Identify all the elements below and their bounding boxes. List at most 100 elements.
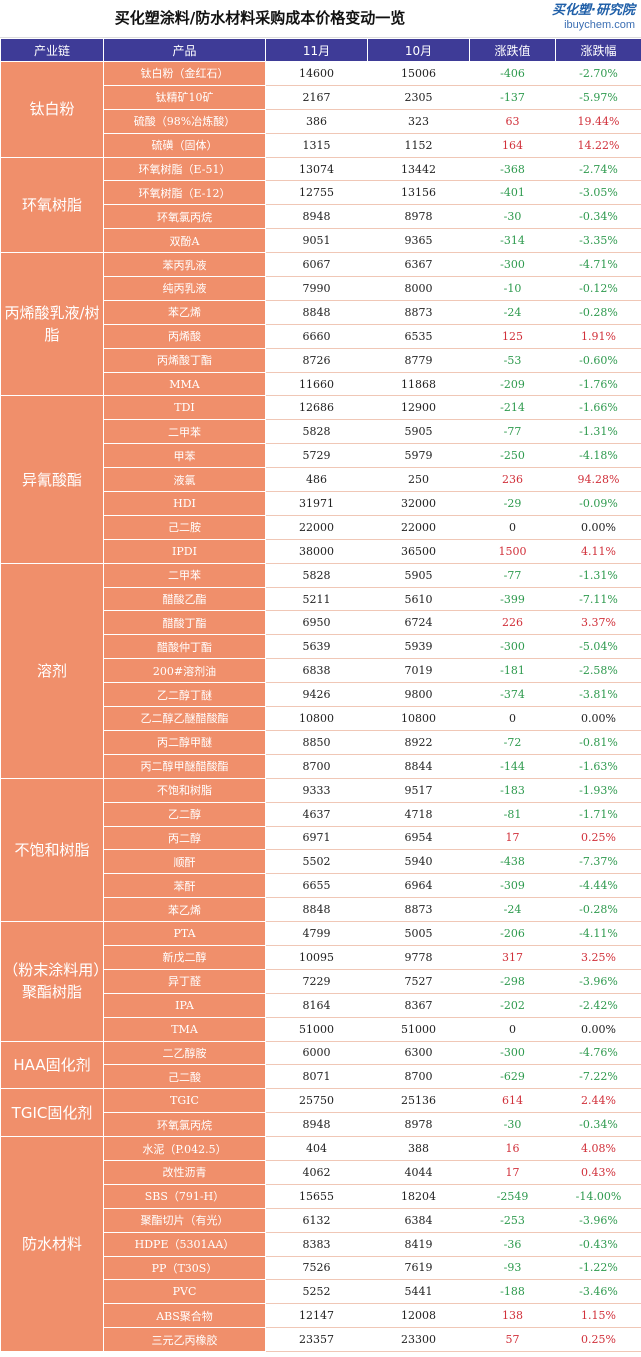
oct-price-cell: 9365 [367,228,470,254]
nov-price-cell: 6950 [265,610,368,636]
product-cell: 乙二醇丁醚 [103,682,266,708]
change-pct-cell: 0.00% [555,1016,641,1042]
change-value-cell: 614 [469,1088,556,1114]
nov-price-cell: 386 [265,108,368,134]
change-value-cell: -399 [469,586,556,612]
oct-price-cell: 7019 [367,658,470,684]
product-cell: 丙二醇甲醚醋酸酯 [103,753,266,779]
change-pct-cell: -3.35% [555,228,641,254]
table-row: 硫磺（固体） 1315 1152 164 14.22% [1,132,641,158]
oct-price-cell: 5441 [367,1279,470,1305]
table-row: 二甲苯 5828 5905 -77 -1.31% [1,419,641,445]
logo-sub-text: ibuychem.com [564,19,635,31]
oct-price-cell: 323 [367,108,470,134]
oct-price-cell: 12900 [367,395,470,421]
header-nov: 11月 [265,38,368,62]
product-cell: 环氧树脂（E-51） [103,156,266,182]
category-cell: 不饱和树脂 [0,777,104,923]
change-value-cell: -183 [469,777,556,803]
category-cell: 丙烯酸乳液/树脂 [0,252,104,397]
table-row: 丙二醇甲醚 8850 8922 -72 -0.81% [1,729,641,755]
nov-price-cell: 7990 [265,276,368,301]
change-value-cell: -300 [469,252,556,278]
table-row: 三元乙丙橡胶 23357 23300 57 0.25% [1,1327,641,1353]
change-value-cell: 138 [469,1303,556,1329]
table-row: 新戊二醇 10095 9778 317 3.25% [1,944,641,970]
change-pct-cell: -14.00% [555,1183,641,1209]
product-cell: IPDI [103,538,266,564]
nov-price-cell: 7229 [265,968,368,994]
product-cell: 液氯 [103,467,266,493]
change-value-cell: -401 [469,180,556,206]
table-row: 溶剂 二甲苯 5828 5905 -77 -1.31% [0,562,641,779]
product-cell: 三元乙丙橡胶 [103,1327,266,1353]
change-value-cell: -309 [469,873,556,899]
category-cell: 环氧树脂 [0,156,104,254]
oct-price-cell: 36500 [367,538,470,564]
change-pct-cell: 4.08% [555,1136,641,1161]
nov-price-cell: 38000 [265,538,368,564]
nov-price-cell: 13074 [265,156,368,182]
oct-price-cell: 13156 [367,180,470,206]
nov-price-cell: 23357 [265,1327,368,1353]
nov-price-cell: 404 [265,1136,368,1161]
nov-price-cell: 6655 [265,873,368,899]
change-pct-cell: -5.04% [555,634,641,660]
table-row: TGIC固化剂 TGIC 25750 25136 614 2.44% [0,1088,641,1138]
change-value-cell: -24 [469,299,556,325]
table-row: HDPE（5301AA） 8383 8419 -36 -0.43% [1,1231,641,1257]
table-row: 环氧树脂（E-12） 12755 13156 -401 -3.05% [1,180,641,206]
nov-price-cell: 9051 [265,228,368,254]
change-value-cell: 17 [469,825,556,851]
change-value-cell: -300 [469,634,556,660]
table-row: MMA 11660 11868 -209 -1.76% [1,371,641,397]
change-value-cell: -202 [469,992,556,1018]
change-pct-cell: -4.71% [555,252,641,278]
change-value-cell: 63 [469,108,556,134]
product-cell: 醋酸乙酯 [103,586,266,612]
nov-price-cell: 6660 [265,323,368,349]
change-value-cell: -53 [469,347,556,373]
table-row: 醋酸丁酯 6950 6724 226 3.37% [1,610,641,636]
change-pct-cell: -0.12% [555,276,641,301]
change-value-cell: -81 [469,801,556,827]
change-pct-cell: -1.31% [555,562,641,588]
page-title: 买化塑涂料/防水材料采购成本价格变动一览 [114,9,406,27]
table-row: 200#溶剂油 6838 7019 -181 -2.58% [1,658,641,684]
change-pct-cell: -3.81% [555,682,641,708]
product-cell: 乙二醇 [103,801,266,827]
change-pct-cell: -1.76% [555,371,641,397]
table-header-row: 产业链 产品 11月 10月 涨跌值 涨跌幅 [0,38,641,62]
change-pct-cell: -7.22% [555,1064,641,1090]
change-value-cell: -250 [469,443,556,469]
change-pct-cell: -4.18% [555,443,641,469]
category-cell: 溶剂 [0,562,104,779]
change-value-cell: 57 [469,1327,556,1353]
nov-price-cell: 4799 [265,921,368,946]
product-cell: 二乙醇胺 [103,1040,266,1066]
product-cell: 环氧树脂（E-12） [103,180,266,206]
oct-price-cell: 6964 [367,873,470,899]
nov-price-cell: 5729 [265,443,368,469]
nov-price-cell: 1315 [265,132,368,158]
nov-price-cell: 25750 [265,1088,368,1114]
nov-price-cell: 12755 [265,180,368,206]
change-pct-cell: -1.31% [555,419,641,445]
change-pct-cell: -3.96% [555,968,641,994]
change-value-cell: -406 [469,61,556,86]
table-row: 钛白粉 钛白粉（金红石） 14600 15006 -406 -2.70% [0,61,641,158]
change-value-cell: -30 [469,204,556,230]
product-cell: 硫酸（98%冶炼酸） [103,108,266,134]
table-row: 醋酸仲丁酯 5639 5939 -300 -5.04% [1,634,641,660]
header-change-pct: 涨跌幅 [555,38,641,62]
table-row: HDI 31971 32000 -29 -0.09% [1,491,641,516]
table-row: 丙二醇甲醚醋酸酯 8700 8844 -144 -1.63% [1,753,641,779]
change-value-cell: -253 [469,1207,556,1233]
oct-price-cell: 15006 [367,61,470,86]
oct-price-cell: 7527 [367,968,470,994]
oct-price-cell: 22000 [367,514,470,540]
product-cell: 顺酐 [103,849,266,875]
change-pct-cell: -0.09% [555,491,641,516]
oct-price-cell: 8367 [367,992,470,1018]
change-value-cell: 0 [469,514,556,540]
